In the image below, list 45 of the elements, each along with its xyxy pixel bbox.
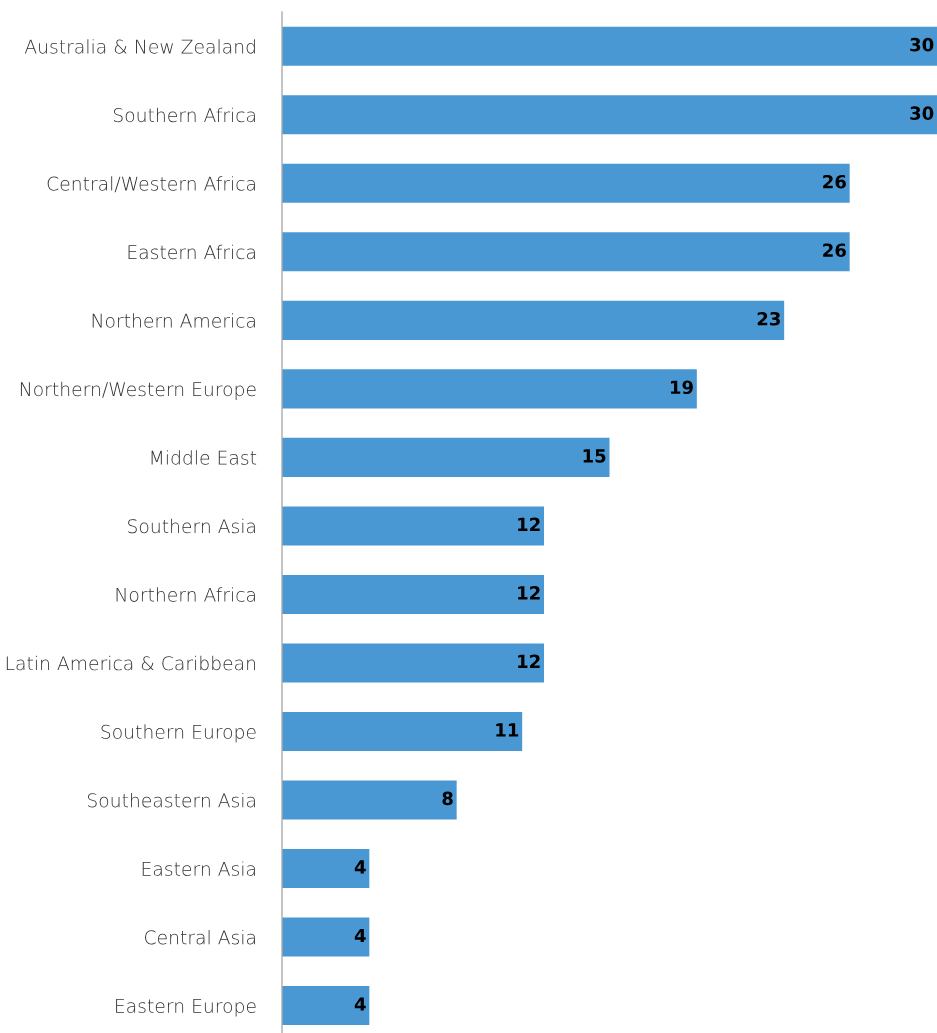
y-tick-label: Central Asia [145, 929, 255, 945]
data-label: 8 [442, 791, 453, 806]
bar [282, 437, 610, 477]
y-tick-label: Southern Africa [113, 107, 255, 123]
data-label: 23 [757, 311, 780, 326]
y-tick-label: Southern Europe [101, 724, 256, 743]
data-label: 26 [823, 243, 846, 258]
y-tick-label: Latin America & Caribbean [6, 655, 255, 671]
bar [282, 95, 937, 135]
y-tick-label: Northern/Western Europe [20, 381, 256, 400]
bar [282, 506, 544, 546]
bar [282, 917, 370, 957]
bar [282, 711, 523, 752]
y-tick-label: Southern Asia [128, 518, 255, 534]
y-tick-label: Eastern Africa [128, 244, 255, 260]
data-label: 12 [518, 586, 540, 600]
bar [282, 574, 544, 614]
data-label: 4 [354, 860, 366, 874]
data-label: 4 [354, 997, 366, 1011]
bar [282, 849, 370, 889]
bar [282, 232, 850, 272]
data-label: 19 [670, 380, 693, 395]
data-label: 12 [518, 654, 540, 668]
data-label: 12 [518, 517, 540, 531]
y-tick-label: Australia & New Zealand [24, 39, 255, 54]
data-label: 26 [823, 174, 846, 189]
data-label: 11 [496, 723, 519, 737]
bar [282, 369, 697, 409]
bar [282, 780, 457, 820]
data-label: 30 [910, 106, 934, 121]
y-tick-label: Eastern Asia [142, 861, 255, 876]
data-label: 4 [354, 928, 366, 943]
y-tick-label: Northern America [92, 313, 255, 328]
y-tick-label: Middle East [151, 450, 257, 465]
y-tick-label: Eastern Europe [116, 999, 256, 1017]
bar [282, 986, 370, 1026]
y-tick-label: Northern Africa [116, 587, 255, 602]
data-label: 30 [910, 37, 934, 52]
bar [282, 26, 937, 66]
bar [282, 163, 850, 203]
y-tick-label: Southeastern Asia [87, 792, 255, 808]
data-label: 15 [583, 449, 606, 463]
y-tick-label: Central/Western Africa [47, 176, 255, 193]
bar [282, 643, 544, 683]
bar [282, 300, 785, 340]
